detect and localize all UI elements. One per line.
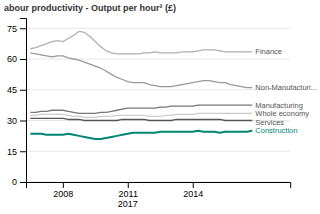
grid-line [26,59,290,60]
series-line [30,131,252,139]
y-tick-mark [20,121,26,122]
y-tick-mark [20,90,26,91]
series-label: Non-Manufacturi... [255,83,317,92]
x-tick-label: 2014 [183,189,203,199]
x-axis: 2008 2011 2014 [27,182,291,199]
y-axis-line [20,19,27,183]
series-line [30,118,252,120]
series-line [30,113,252,117]
y-tick-label: 45 [7,85,17,95]
y-tick-label: 30 [7,116,17,126]
series-line [30,105,252,113]
grid-line [26,89,290,90]
y-tick-mark [20,182,26,183]
x-tick-label: 2011 [119,189,138,199]
y-tick-label: 15 [7,147,17,157]
y-tick-mark [20,59,26,60]
x-tick-mark [193,182,194,188]
series-label: Construction [255,126,297,135]
x-tick: 2008 [53,182,73,199]
title: abour productivity - Output per hour² (£… [4,3,176,13]
y-tick-label: 75 [7,24,17,34]
end-labels: Whole economyNon-Manufacturi...FinanceSe… [255,47,317,135]
x-tick-mark [128,182,129,188]
series-label: Finance [255,47,282,56]
x-tick-label: 2008 [53,189,73,199]
y-tick: 30 [7,116,26,126]
chart: abour productivity - Output per hour² (£… [0,0,320,214]
x-tick-mark [63,182,64,188]
annotation: 2017 [118,199,138,209]
y-tick: 45 [7,85,26,95]
grid-line [26,151,290,152]
y-tick: 0 [12,177,26,187]
series-line [30,31,252,54]
y-tick-label: 0 [12,177,17,187]
x-tick: 2011 [119,182,138,199]
y-tick: 75 [7,24,26,34]
series-label: Manufacturing [255,101,303,110]
plot-area [30,31,252,139]
series-line [30,53,252,88]
y-tick: 60 [7,54,26,64]
y-tick: 15 [7,147,26,157]
grid-line [26,28,290,29]
x-tick: 2014 [183,182,203,199]
y-axis: 0 15 30 45 60 75 [7,19,27,188]
y-tick-mark [20,28,26,29]
x-axis-line [27,183,291,189]
y-tick-label: 60 [7,54,17,64]
y-tick-mark [20,151,26,152]
grid [26,28,290,182]
